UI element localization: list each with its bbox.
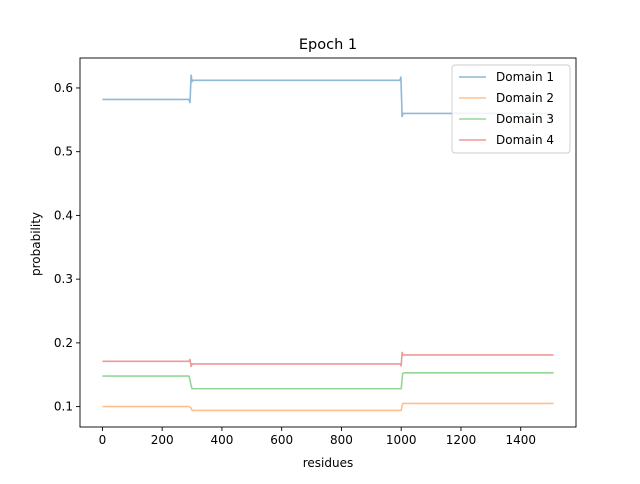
y-axis-label: probability (29, 212, 43, 276)
x-tick-label: 400 (210, 433, 233, 447)
axes-layer: 0 200 400 600 800 1000 1200 1400 0.1 0.2 0.3 0.4 0.5… (54, 57, 577, 447)
chart-title: Epoch 1 (299, 37, 357, 53)
y-tick-label: 0.5 (54, 145, 73, 159)
series-line-domain-2 (102, 402, 554, 412)
series-line-domain-4 (102, 351, 554, 368)
series-line-domain-3 (102, 372, 554, 390)
legend: Domain 1 Domain 2 Domain 3 Domain 4 (451, 64, 571, 154)
x-tick-label: 1000 (386, 433, 417, 447)
series-layer (102, 74, 554, 412)
legend-label-domain-2: Domain 2 (496, 91, 554, 105)
legend-label-domain-1: Domain 1 (496, 70, 554, 84)
plot-frame (79, 57, 577, 428)
x-tick-label: 1200 (446, 433, 477, 447)
x-tick-label: 1400 (505, 433, 536, 447)
x-tick-label: 0 (99, 433, 107, 447)
series-line-domain-1 (102, 74, 554, 118)
y-tick-label: 0.4 (54, 208, 73, 222)
legend-label-domain-3: Domain 3 (496, 112, 554, 126)
y-tick-label: 0.6 (54, 81, 73, 95)
x-tick-label: 800 (330, 433, 353, 447)
y-tick-label: 0.2 (54, 336, 73, 350)
legend-frame (451, 64, 571, 154)
x-axis-label: residues (303, 456, 354, 470)
y-tick-label: 0.3 (54, 272, 73, 286)
x-tick-label: 600 (270, 433, 293, 447)
y-tick-label: 0.1 (54, 400, 73, 414)
legend-label-domain-4: Domain 4 (496, 133, 554, 147)
x-tick-label: 200 (151, 433, 174, 447)
